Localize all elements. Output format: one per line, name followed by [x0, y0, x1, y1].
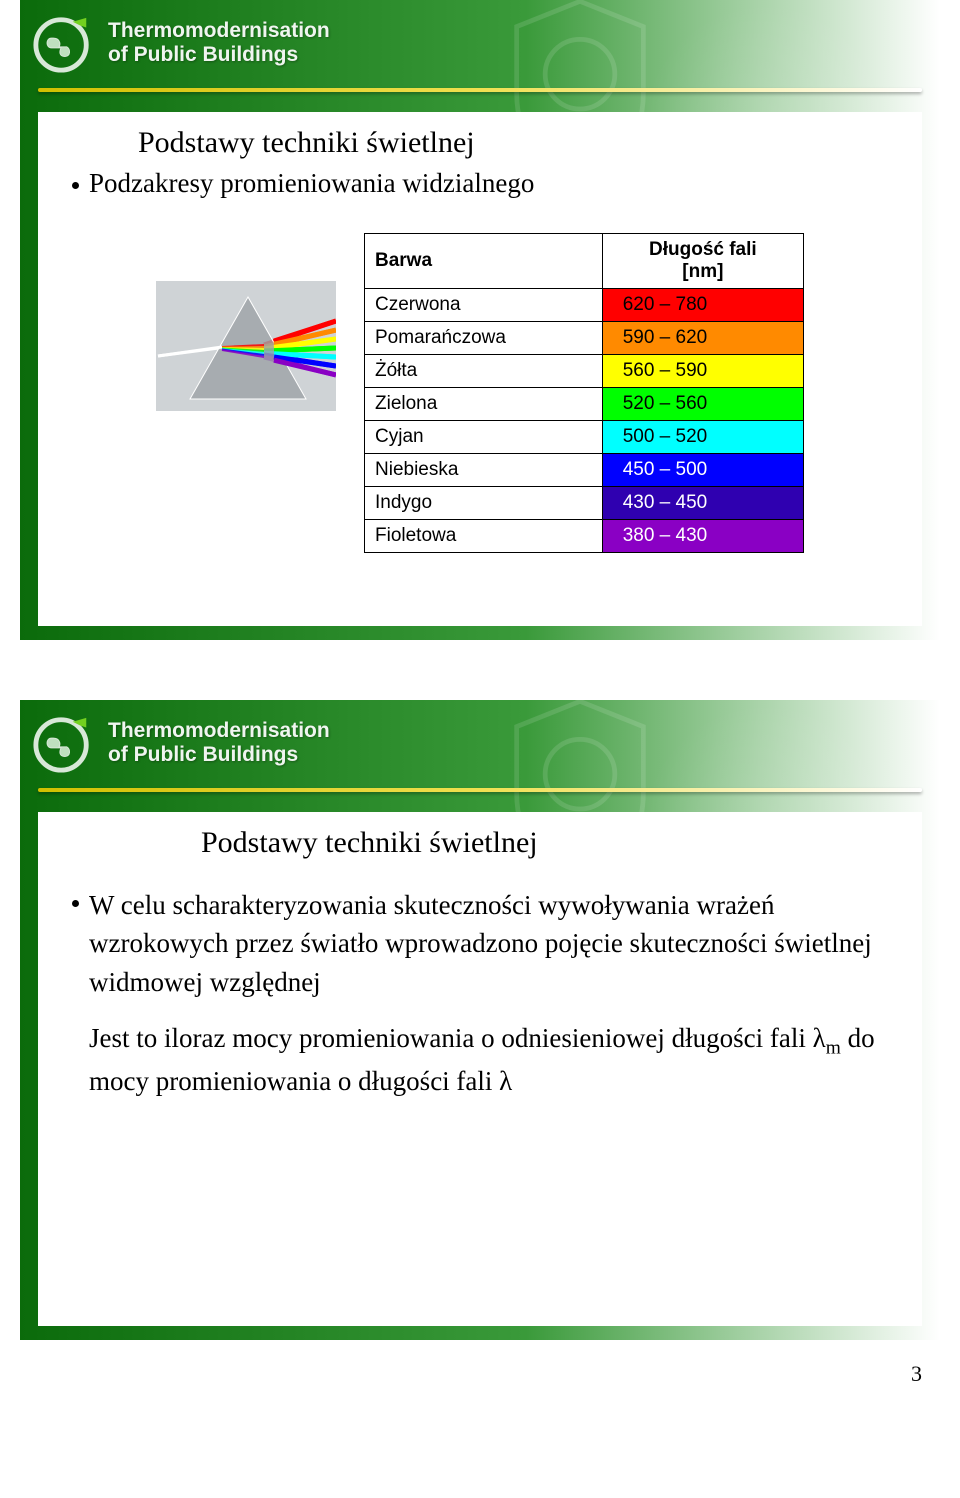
- accent-bar: [38, 88, 922, 92]
- content-box: Podstawy techniki świetlnej W celu schar…: [38, 812, 922, 1326]
- table-cell-value: 500 – 520: [602, 421, 803, 454]
- slide-title: Podstawy techniki świetlnej: [66, 826, 894, 860]
- table-header-barwa: Barwa: [365, 234, 603, 289]
- body-text: W celu scharakteryzowania skuteczności w…: [66, 860, 894, 1100]
- table-cell-value: 430 – 450: [602, 487, 803, 520]
- slide-2: Thermomodernisation of Public Buildings …: [20, 700, 940, 1340]
- table-cell-value: 560 – 590: [602, 355, 803, 388]
- paragraph-2: Jest to iloraz mocy promieniowania o odn…: [89, 1019, 886, 1100]
- table-cell-label: Cyjan: [365, 421, 603, 454]
- table-cell-label: Zielona: [365, 388, 603, 421]
- header-titles: Thermomodernisation of Public Buildings: [108, 719, 330, 767]
- bullet-dot-icon: [72, 900, 79, 907]
- slide-1: Thermomodernisation of Public Buildings …: [20, 0, 940, 640]
- table-cell-label: Fioletowa: [365, 520, 603, 553]
- table-row: Czerwona620 – 780: [365, 289, 804, 322]
- table-header-row: Barwa Długość fali[nm]: [365, 234, 804, 289]
- table-row: Żółta560 – 590: [365, 355, 804, 388]
- bullet: Podzakresy promieniowania widzialnego: [66, 168, 894, 199]
- table-row: Cyjan500 – 520: [365, 421, 804, 454]
- table-row: Zielona520 – 560: [365, 388, 804, 421]
- header-line-1: Thermomodernisation: [108, 719, 330, 743]
- header-line-2: of Public Buildings: [108, 743, 330, 767]
- table-row: Indygo430 – 450: [365, 487, 804, 520]
- page-number: 3: [911, 1361, 922, 1387]
- table-cell-label: Pomarańczowa: [365, 322, 603, 355]
- para2-sub: m: [826, 1037, 841, 1058]
- table-cell-value: 380 – 430: [602, 520, 803, 553]
- slide-background: Thermomodernisation of Public Buildings …: [20, 700, 940, 1340]
- slide-title: Podstawy techniki świetlnej: [66, 126, 894, 160]
- para2-a: Jest to iloraz mocy promieniowania o odn…: [89, 1023, 826, 1053]
- header: Thermomodernisation of Public Buildings: [32, 12, 928, 74]
- table-row: Pomarańczowa590 – 620: [365, 322, 804, 355]
- prism-wrap: [156, 233, 336, 411]
- bullet: W celu scharakteryzowania skuteczności w…: [72, 886, 886, 1100]
- table-header-wavelength: Długość fali[nm]: [602, 234, 803, 289]
- logo-icon: [32, 12, 94, 74]
- content-box: Podstawy techniki świetlnej Podzakresy p…: [38, 112, 922, 626]
- table-cell-label: Żółta: [365, 355, 603, 388]
- table-cell-label: Niebieska: [365, 454, 603, 487]
- bullet-text: Podzakresy promieniowania widzialnego: [89, 168, 534, 199]
- prism-diagram: [156, 281, 336, 411]
- table-cell-value: 450 – 500: [602, 454, 803, 487]
- header-line-1: Thermomodernisation: [108, 19, 330, 43]
- table-cell-value: 520 – 560: [602, 388, 803, 421]
- table-row: Niebieska450 – 500: [365, 454, 804, 487]
- bullet-dot-icon: [72, 182, 79, 189]
- body-row: Barwa Długość fali[nm] Czerwona620 – 780…: [66, 233, 894, 553]
- logo-icon: [32, 712, 94, 774]
- wavelength-table: Barwa Długość fali[nm] Czerwona620 – 780…: [364, 233, 804, 553]
- table-cell-label: Indygo: [365, 487, 603, 520]
- paragraph-1: W celu scharakteryzowania skuteczności w…: [89, 886, 886, 1001]
- table-cell-label: Czerwona: [365, 289, 603, 322]
- table-row: Fioletowa380 – 430: [365, 520, 804, 553]
- header-titles: Thermomodernisation of Public Buildings: [108, 19, 330, 67]
- table-cell-value: 590 – 620: [602, 322, 803, 355]
- slide-background: Thermomodernisation of Public Buildings …: [20, 0, 940, 640]
- header-line-2: of Public Buildings: [108, 43, 330, 67]
- accent-bar: [38, 788, 922, 792]
- table-cell-value: 620 – 780: [602, 289, 803, 322]
- header: Thermomodernisation of Public Buildings: [32, 712, 928, 774]
